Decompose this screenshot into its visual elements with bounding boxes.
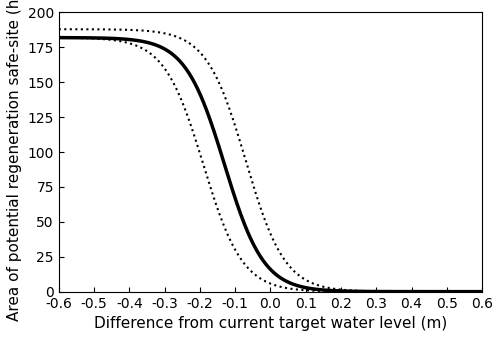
- Y-axis label: Area of potential regeneration safe-site (ha): Area of potential regeneration safe-site…: [7, 0, 22, 321]
- X-axis label: Difference from current target water level (m): Difference from current target water lev…: [94, 316, 447, 331]
